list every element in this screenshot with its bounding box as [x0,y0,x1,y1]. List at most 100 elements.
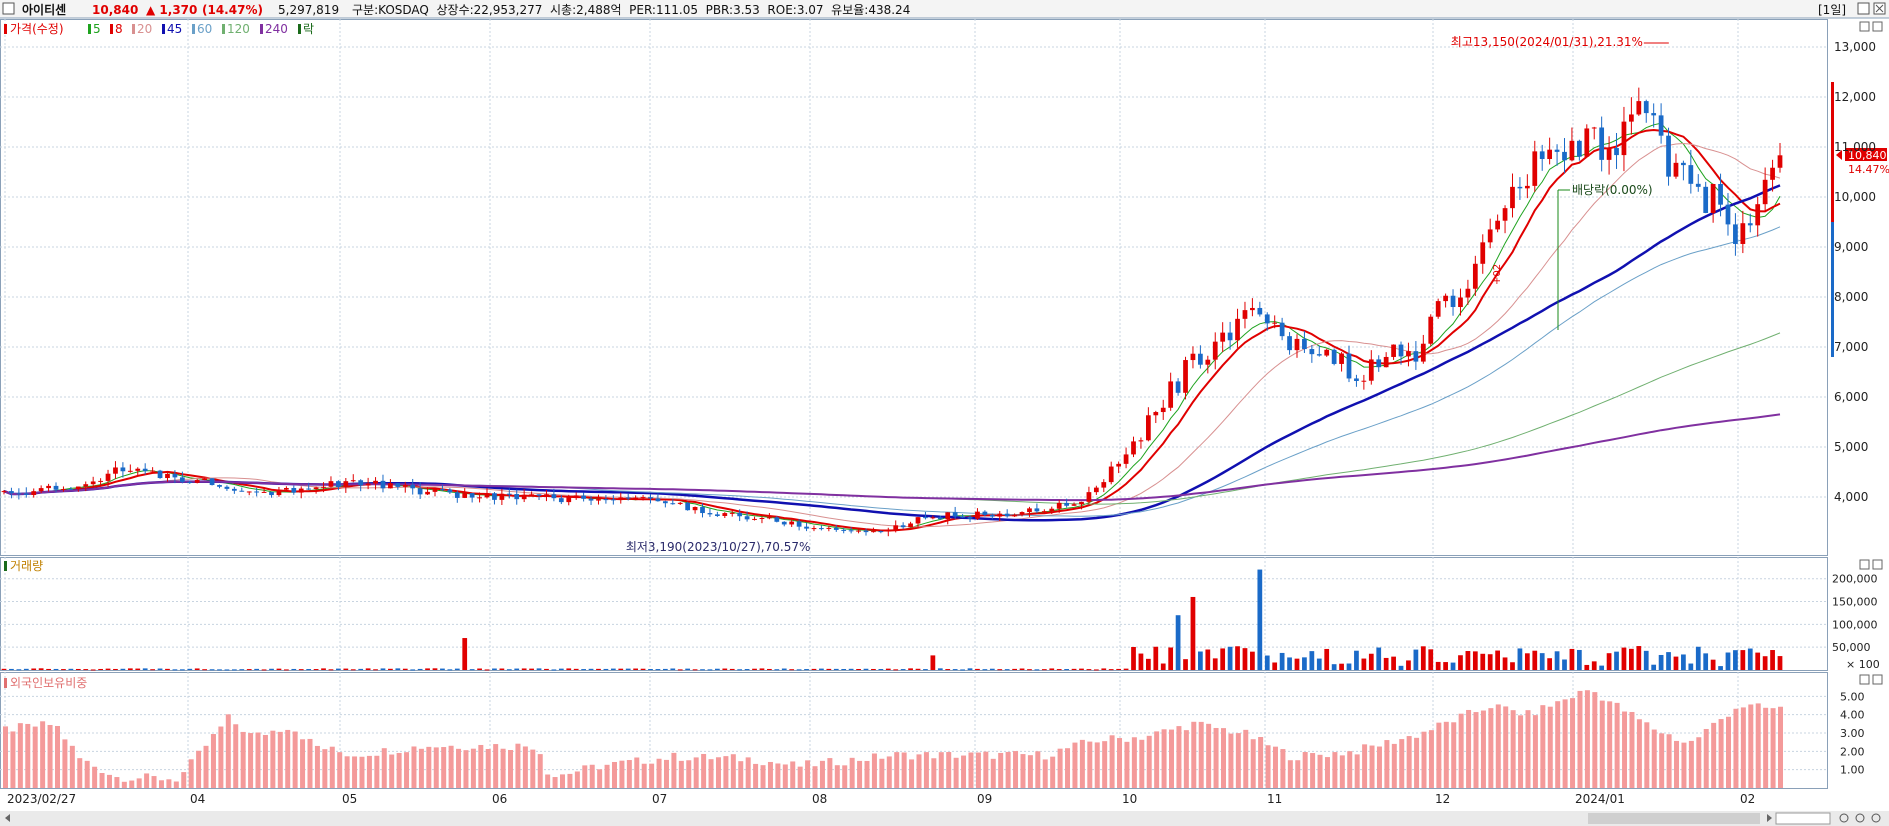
candle-body [83,484,89,487]
volume-bar [937,668,943,670]
foreign-bar [1302,752,1308,788]
volume-bar [1272,662,1278,670]
volume-bar [1517,648,1523,670]
foreign-bar [767,761,773,788]
volume-bar [819,668,824,670]
candle-body [767,517,772,519]
volume-bar [677,669,683,671]
foreign-bar [210,734,216,788]
candle-body [172,473,178,478]
candle-body [1472,263,1478,289]
candle-body [462,493,468,498]
volume-bar [774,669,780,671]
foreign-bar [1399,739,1405,788]
last-price-tag [1845,148,1887,161]
volume-bar [165,668,170,670]
price-y-tick-label: 13,000 [1834,40,1876,54]
foreign-bar [433,747,439,788]
candle-body [581,495,586,499]
foreign-bar [114,777,120,788]
scroll-right-icon[interactable] [1767,814,1772,822]
volume-bar [1428,649,1434,670]
volume-bar [16,669,22,671]
volume-bar [194,668,200,670]
volume-bar [246,669,252,671]
volume-bar [618,668,624,670]
scrollbar-thumb[interactable] [1588,813,1760,824]
zoom-in-icon[interactable] [1855,813,1865,823]
maximize-icon[interactable] [1857,2,1870,15]
volume-bar [90,669,96,671]
foreign-bar [389,754,395,788]
foreign-bar [69,745,75,788]
candle-body [269,491,274,496]
legend-price-label: 가격(수정) [10,22,64,36]
candle-body [1524,185,1530,189]
foreign-bar [656,758,662,788]
foreign-bar [805,760,811,788]
volume-bar [744,669,750,671]
axis-range-up [1831,82,1834,222]
candle-body [1354,378,1359,381]
candle-body [1279,322,1285,337]
legend-label: 240 [265,22,288,36]
volume-bar [1629,648,1634,670]
candle-body [1695,183,1701,187]
candle-body [1658,115,1664,136]
foreign-bar [1659,733,1665,788]
candle-body [878,531,884,533]
candle-body [343,481,349,488]
foreign-bar [1666,734,1672,788]
candle-body [811,528,817,530]
foreign-bar [671,752,677,788]
last-price-arrow [1836,150,1842,160]
horizontal-scrollbar[interactable] [0,811,1889,826]
x-tick-label: 06 [492,792,507,806]
candle-body [506,493,512,495]
zoom-reset-icon[interactable] [1871,813,1881,823]
foreign-bar [1317,754,1323,788]
volume-bar [1034,669,1040,671]
volume-bar [1673,656,1679,670]
foreign-bar [1510,710,1516,788]
volume-bar [848,668,854,670]
volume-bar [1651,664,1657,670]
period-selector[interactable]: [1일] [1818,3,1846,17]
volume-bar [923,669,928,671]
volume-bar [1480,653,1486,670]
foreign-bar [1198,721,1204,788]
checkbox-icon[interactable] [2,2,15,15]
foreign-bar [1570,698,1576,788]
foreign-bar [1324,757,1330,788]
foreign-bar [337,752,343,788]
foreign-bar [730,754,736,788]
candle-body [373,480,378,484]
volume-bar [514,668,520,670]
foreign-bar [233,724,239,788]
candle-body [960,516,965,518]
candle-body [1562,151,1567,161]
foreign-bar [515,743,521,788]
candle-body [321,486,326,488]
candle-body [209,478,215,486]
volume-bar [23,668,29,670]
volume-bar [573,668,579,670]
foreign-bar [99,773,105,788]
foreign-bar [1555,701,1561,788]
scroll-left-icon[interactable] [5,814,10,822]
foreign-bar [1577,690,1583,788]
volume-bar [841,669,847,671]
foreign-bar [1384,740,1390,788]
candle-body [573,495,579,497]
volume-bar [885,668,891,670]
panel-1 [0,557,1828,671]
foreign-bar [990,758,996,788]
volume-bar [1740,650,1746,670]
range-slider[interactable] [1775,812,1831,825]
zoom-out-icon[interactable] [1839,813,1849,823]
candle-body [655,498,661,502]
foreign-bar [188,759,194,788]
foreign-bar [1287,760,1293,788]
volume-bar [1524,653,1530,670]
volume-bar [113,668,118,670]
